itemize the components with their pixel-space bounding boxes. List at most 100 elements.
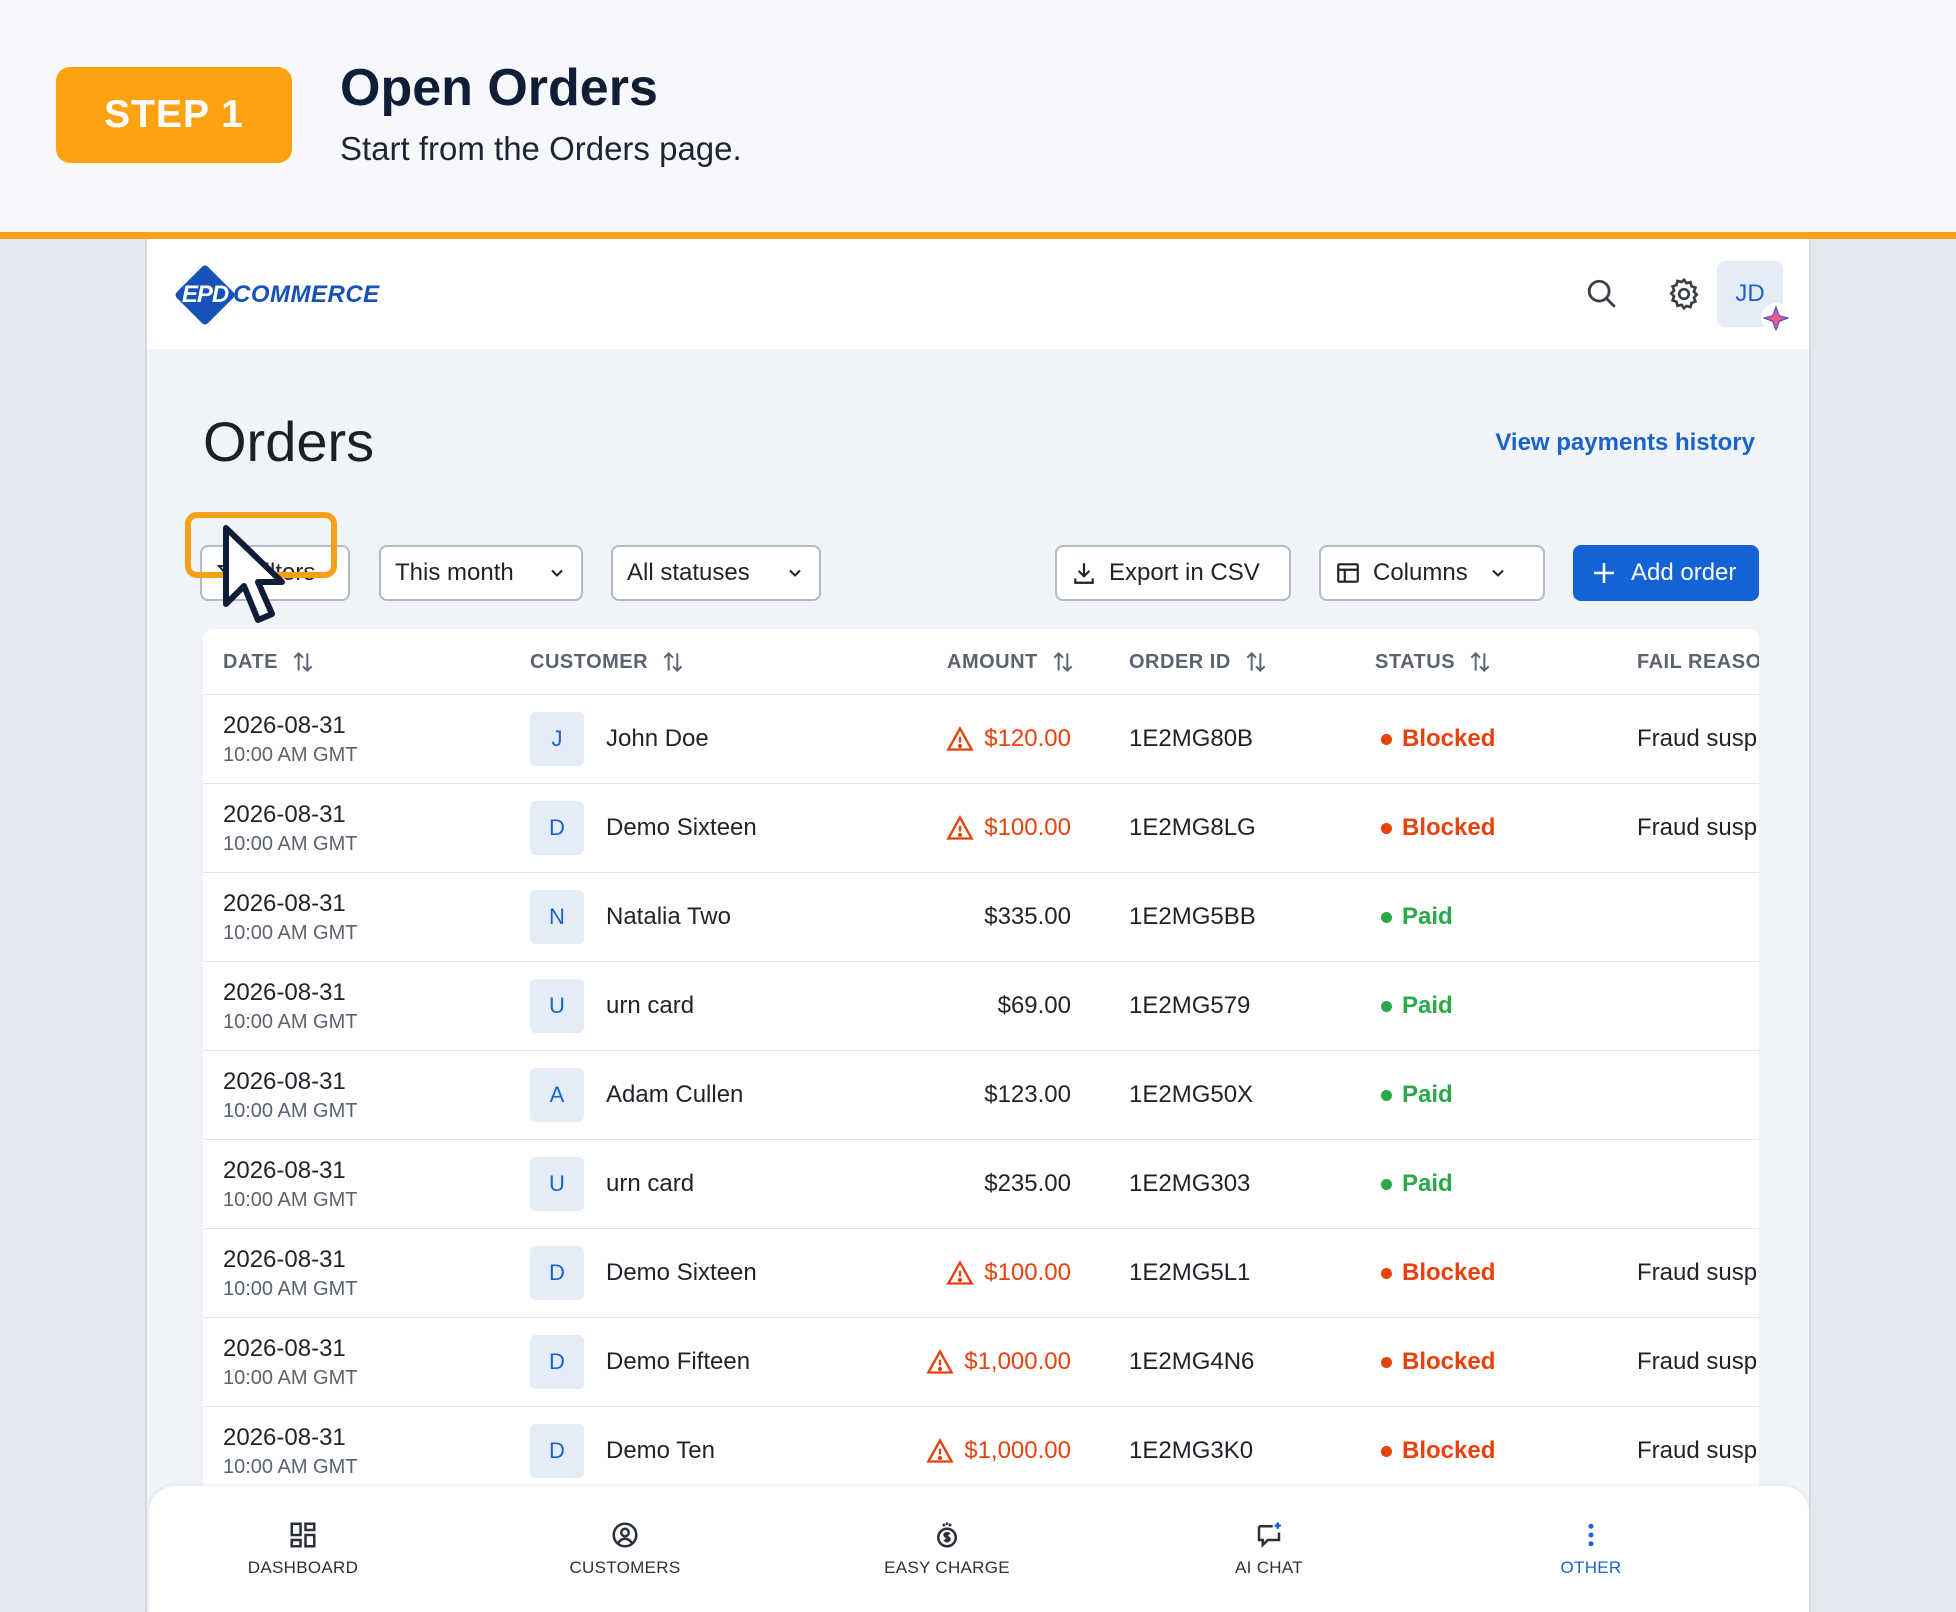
table-header: DATE CUSTOMER AMOUNT ORDER ID STATUS FAI… — [203, 629, 1759, 695]
status-label: Paid — [1402, 903, 1453, 930]
table-row[interactable]: 2026-08-31 10:00 AM GMT D Demo Sixteen $100.… — [203, 1229, 1759, 1318]
order-amount: $123.00 — [984, 1051, 1071, 1139]
dashboard-icon — [290, 1522, 316, 1548]
order-id: 1E2MG5L1 — [1129, 1259, 1251, 1286]
export-csv-button[interactable]: Export in CSV — [1055, 545, 1291, 601]
order-amount: $1,000.00 — [926, 1407, 1071, 1495]
amount-value: $120.00 — [984, 725, 1071, 752]
sort-icon — [1470, 651, 1490, 673]
status-select[interactable]: All statuses — [611, 545, 821, 601]
order-id: 1E2MG303 — [1129, 1170, 1251, 1197]
status-badge: Blocked — [1381, 695, 1495, 783]
status-badge: Paid — [1381, 1140, 1453, 1228]
easy-charge-icon — [937, 1522, 957, 1548]
table-row[interactable]: 2026-08-31 10:00 AM GMT D Demo Fifteen $1,00… — [203, 1318, 1759, 1407]
chevron-down-icon — [551, 569, 563, 577]
table-row[interactable]: 2026-08-31 10:00 AM GMT J John Doe $120.00 1E… — [203, 695, 1759, 784]
customer-cell[interactable]: D Demo Fifteen — [530, 1318, 750, 1406]
customer-avatar: D — [530, 1335, 584, 1389]
sort-icon — [663, 651, 683, 673]
more-vertical-icon — [1588, 1523, 1594, 1547]
customer-cell[interactable]: D Demo Sixteen — [530, 1229, 757, 1317]
settings-button[interactable] — [1659, 269, 1709, 319]
warning-icon — [946, 726, 974, 751]
status-label: Blocked — [1402, 1437, 1496, 1464]
order-time-value: 10:00 AM GMT — [223, 1010, 358, 1033]
order-date-value: 2026-08-31 — [223, 800, 346, 828]
order-date: 2026-08-31 10:00 AM GMT — [223, 1318, 358, 1406]
status-badge: Blocked — [1381, 784, 1495, 872]
warning-icon — [926, 1438, 954, 1463]
order-date: 2026-08-31 10:00 AM GMT — [223, 1051, 358, 1139]
amount-value: $100.00 — [984, 814, 1071, 841]
status-dot — [1381, 1178, 1392, 1190]
column-header-date[interactable]: DATE — [223, 629, 316, 695]
columns-label: Columns — [1373, 559, 1468, 586]
status-dot — [1381, 1356, 1392, 1368]
warning-icon — [926, 1349, 954, 1374]
download-icon — [1074, 563, 1094, 584]
search-icon — [1587, 279, 1616, 308]
customer-cell[interactable]: D Demo Sixteen — [530, 784, 757, 872]
table-row[interactable]: 2026-08-31 10:00 AM GMT D Demo Ten $1,000.00… — [203, 1407, 1759, 1496]
amount-value: $69.00 — [997, 992, 1071, 1019]
fail-reason: Fraud susp — [1637, 1437, 1758, 1464]
column-header-customer[interactable]: CUSTOMER — [530, 629, 686, 695]
view-payments-history-link[interactable]: View payments history — [1495, 429, 1755, 456]
customer-avatar: D — [530, 1246, 584, 1300]
warning-icon — [946, 815, 974, 840]
nav-item-dashboard[interactable]: DASHBOARD — [193, 1520, 413, 1578]
logo[interactable]: EPD COMMERCE — [173, 263, 380, 327]
status-label: Blocked — [1402, 725, 1496, 752]
add-order-button[interactable]: Add order — [1573, 545, 1759, 601]
sort-icon — [1246, 651, 1266, 673]
date-range-select[interactable]: This month — [379, 545, 583, 601]
nav-label: CUSTOMERS — [569, 1558, 681, 1577]
fail-reason: Fraud susp — [1637, 725, 1758, 752]
search-button[interactable] — [1577, 269, 1627, 319]
order-time-value: 10:00 AM GMT — [223, 1455, 358, 1478]
nav-item-easy-charge[interactable]: EASY CHARGE — [837, 1520, 1057, 1578]
customer-avatar: N — [530, 890, 584, 944]
warning-icon — [946, 1260, 974, 1285]
status-dot — [1381, 1000, 1392, 1012]
customers-icon — [612, 1522, 638, 1548]
customer-name: Demo Ten — [606, 1437, 715, 1464]
status-label: Blocked — [1402, 814, 1496, 841]
order-date: 2026-08-31 10:00 AM GMT — [223, 873, 358, 961]
customer-name: Demo Sixteen — [606, 814, 757, 841]
customer-cell[interactable]: A Adam Cullen — [530, 1051, 743, 1139]
amount-value: $335.00 — [984, 903, 1071, 930]
customer-cell[interactable]: N Natalia Two — [530, 873, 731, 961]
status-label: Paid — [1402, 1170, 1453, 1197]
page-title: Orders — [203, 410, 375, 473]
order-amount: $235.00 — [984, 1140, 1071, 1228]
customer-cell[interactable]: J John Doe — [530, 695, 709, 783]
column-header-order-id[interactable]: ORDER ID — [1129, 629, 1269, 695]
pointer-cursor-icon — [223, 525, 285, 623]
column-header-amount[interactable]: AMOUNT — [947, 629, 1076, 695]
nav-item-ai-chat[interactable]: AI CHAT — [1159, 1520, 1379, 1578]
customer-name: John Doe — [606, 725, 709, 752]
table-row[interactable]: 2026-08-31 10:00 AM GMT D Demo Sixteen $100.… — [203, 784, 1759, 873]
tutorial-divider — [0, 232, 1956, 239]
columns-button[interactable]: Columns — [1319, 545, 1545, 601]
ai-chat-icon — [1257, 1522, 1281, 1549]
nav-item-other[interactable]: OTHER — [1481, 1520, 1701, 1578]
order-date: 2026-08-31 10:00 AM GMT — [223, 1229, 358, 1317]
order-date-value: 2026-08-31 — [223, 1423, 346, 1451]
column-header-status[interactable]: STATUS — [1375, 629, 1493, 695]
status-dot — [1381, 911, 1392, 923]
table-row[interactable]: 2026-08-31 10:00 AM GMT A Adam Cullen $123.0… — [203, 1051, 1759, 1140]
amount-value: $100.00 — [984, 1259, 1071, 1286]
nav-item-customers[interactable]: CUSTOMERS — [515, 1520, 735, 1578]
table-row[interactable]: 2026-08-31 10:00 AM GMT N Natalia Two $335.0… — [203, 873, 1759, 962]
status-dot — [1381, 733, 1392, 745]
fail-reason: Fraud susp — [1637, 1348, 1758, 1375]
status-label: Paid — [1402, 1081, 1453, 1108]
customer-cell[interactable]: D Demo Ten — [530, 1407, 715, 1495]
